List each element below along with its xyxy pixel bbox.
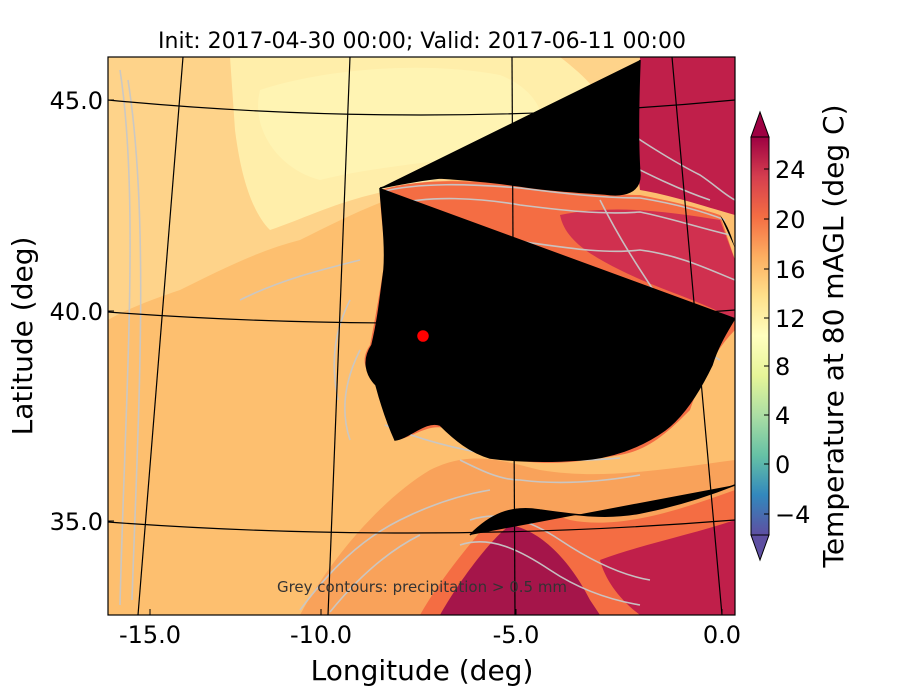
coastline-france: [720, 215, 735, 248]
meridian-15: [137, 57, 184, 615]
colorbar-tick-label: 0: [775, 451, 790, 479]
colorbar-gradient: [750, 136, 770, 536]
coastline-strokes: [365, 59, 735, 536]
colorbar-tick-label: 12: [775, 305, 806, 333]
colorbar-tick-label: 4: [775, 402, 790, 430]
y-tick-label: 40.0: [50, 298, 103, 326]
y-axis-label: Latitude (deg): [6, 237, 39, 436]
colorbar-extend-top: [750, 110, 770, 138]
iberia-hot-east: [560, 209, 735, 320]
france-land: [637, 57, 735, 215]
y-tick-label: 35.0: [50, 508, 103, 536]
parallel-35: [108, 519, 735, 534]
x-axis-label: Longitude (deg): [311, 654, 534, 687]
coastline-iberia: [366, 60, 735, 462]
location-marker[interactable]: [414, 327, 432, 345]
map-frame: [107, 56, 736, 616]
precipitation-annotation: Grey contours: precipitation > 0.5 mm: [277, 578, 567, 596]
colorbar-tick-label: 24: [775, 156, 806, 184]
meridian-5: [511, 57, 516, 615]
colorbar-tick-label: 20: [775, 206, 806, 234]
colorbar-label: Temperature at 80 mAGL (deg C): [817, 104, 850, 568]
coastline-africa: [470, 485, 735, 535]
colorbar: 24 20 16 12 8 4 0 −4 Temperature at 80 m…: [750, 104, 850, 569]
africa-hot-region: [440, 525, 600, 615]
colorbar-ticks: [764, 168, 769, 515]
graticule: [108, 57, 735, 615]
y-axis: 45.0 40.0 35.0 Latitude (deg): [6, 87, 114, 536]
parallel-40: [108, 309, 735, 324]
colorbar-tick-label: 16: [775, 256, 806, 284]
map-title: Init: 2017-04-30 00:00; Valid: 2017-06-1…: [158, 29, 686, 54]
x-tick-label: -15.0: [119, 621, 181, 649]
colorbar-tick-label: −4: [775, 501, 810, 529]
x-tick-label: -5.0: [493, 621, 540, 649]
africa-hot-east: [600, 520, 735, 615]
meridian-10: [327, 57, 351, 615]
x-tick-label: -10.0: [290, 621, 352, 649]
y-tick-label: 45.0: [50, 87, 103, 115]
colorbar-tick-label: 8: [775, 353, 790, 381]
parallel-45: [108, 99, 735, 116]
colorbar-extend-bottom: [750, 534, 770, 562]
x-axis: -15.0 -10.0 -5.0 0.0 Longitude (deg): [119, 609, 741, 687]
x-tick-label: 0.0: [703, 621, 741, 649]
map-plot-area[interactable]: Grey contours: precipitation > 0.5 mm: [108, 57, 735, 615]
